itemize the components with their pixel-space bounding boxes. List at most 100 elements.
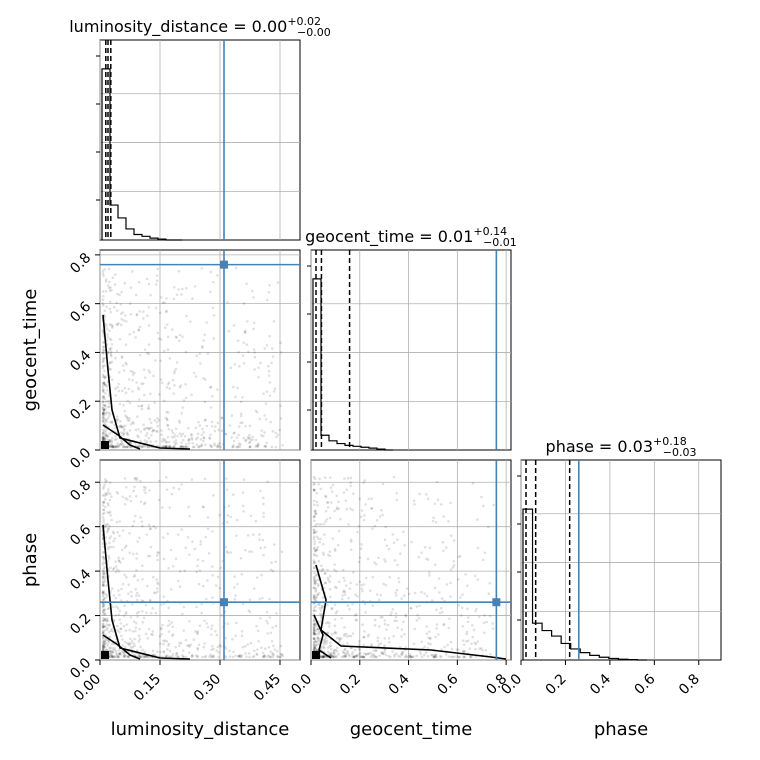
- scatter-point: [106, 416, 110, 420]
- scatter-point: [206, 625, 210, 629]
- scatter-point: [142, 502, 146, 506]
- scatter-point: [131, 420, 134, 424]
- panel-title-phase: phase = 0.03+0.18 −0.03: [546, 435, 697, 459]
- scatter-point: [165, 297, 168, 300]
- y-axis-label-phase: phase: [20, 533, 41, 587]
- scatter-point: [140, 655, 144, 659]
- scatter-point: [415, 605, 419, 608]
- scatter-point: [147, 436, 151, 440]
- scatter-point: [362, 655, 366, 659]
- scatter-point: [326, 506, 330, 509]
- scatter-point: [117, 444, 120, 447]
- scatter-point: [137, 444, 140, 448]
- scatter-point: [105, 628, 109, 631]
- scatter-point: [224, 432, 227, 436]
- scatter-point: [312, 488, 316, 492]
- scatter-point: [126, 445, 129, 449]
- scatter-point: [101, 412, 105, 416]
- scatter-point: [262, 515, 265, 519]
- scatter-point: [117, 559, 121, 563]
- scatter-point: [112, 305, 116, 309]
- scatter-point: [156, 430, 159, 433]
- scatter-point: [102, 408, 106, 412]
- scatter-point: [178, 385, 182, 389]
- scatter-point: [231, 445, 234, 449]
- scatter-point: [188, 651, 191, 655]
- scatter-point: [210, 627, 213, 631]
- scatter-point: [237, 445, 240, 448]
- scatter-point: [117, 382, 120, 386]
- scatter-point: [109, 655, 113, 658]
- scatter-point: [356, 530, 359, 534]
- scatter-point: [328, 516, 332, 520]
- scatter-point: [190, 478, 194, 481]
- scatter-point: [312, 528, 316, 531]
- scatter-point: [220, 614, 223, 617]
- scatter-point: [128, 643, 131, 647]
- scatter-point: [110, 354, 113, 358]
- scatter-point: [119, 420, 122, 423]
- scatter-point: [103, 267, 107, 271]
- scatter-point: [417, 555, 421, 559]
- scatter-point: [372, 649, 375, 652]
- panel-title-geocent_time: geocent_time = 0.01+0.14 −0.01: [305, 225, 517, 249]
- scatter-point: [124, 320, 128, 323]
- scatter-point: [491, 622, 495, 625]
- scatter-point: [103, 596, 107, 600]
- scatter-point: [251, 289, 254, 293]
- scatter-point: [187, 439, 190, 442]
- scatter-point: [372, 653, 376, 657]
- scatter-point: [377, 598, 381, 602]
- scatter-point: [382, 582, 385, 586]
- scatter-point: [135, 312, 139, 316]
- scatter-point: [159, 650, 162, 654]
- scatter-point: [377, 625, 381, 628]
- scatter-point: [248, 445, 252, 449]
- scatter-point: [249, 438, 253, 442]
- scatter-point: [313, 488, 316, 492]
- scatter-point: [166, 654, 169, 658]
- scatter-point: [156, 551, 159, 554]
- scatter-point: [279, 644, 283, 648]
- scatter-point: [210, 565, 214, 568]
- scatter-point: [449, 640, 453, 644]
- scatter-point: [143, 427, 146, 430]
- scatter-point: [410, 655, 413, 659]
- scatter-point: [112, 605, 115, 609]
- scatter-point: [139, 430, 143, 434]
- scatter-point: [328, 550, 332, 553]
- scatter-point: [143, 445, 147, 448]
- scatter-point: [146, 314, 149, 318]
- scatter-point: [248, 655, 251, 659]
- scatter-point: [267, 369, 271, 373]
- scatter-point: [313, 540, 317, 543]
- scatter-point: [174, 427, 178, 431]
- scatter-point: [341, 568, 345, 572]
- scatter-point: [106, 501, 110, 505]
- scatter-point: [210, 624, 214, 627]
- scatter-point: [355, 618, 359, 622]
- scatter-point: [167, 566, 170, 570]
- scatter-point: [122, 614, 126, 618]
- scatter-point: [317, 631, 321, 634]
- scatter-point: [160, 632, 163, 636]
- scatter-point: [343, 647, 347, 651]
- scatter-point: [151, 649, 155, 653]
- scatter-point: [149, 392, 152, 396]
- scatter-point: [181, 612, 184, 616]
- scatter-point: [250, 550, 254, 553]
- scatter-point: [109, 545, 113, 549]
- scatter-point: [101, 563, 105, 566]
- scatter-point: [108, 367, 112, 371]
- scatter-point: [239, 655, 242, 658]
- scatter-point: [315, 522, 319, 526]
- scatter-point: [280, 652, 283, 656]
- scatter-point: [175, 651, 178, 655]
- scatter-point: [213, 442, 216, 445]
- scatter-point: [312, 586, 316, 590]
- scatter-point: [102, 436, 106, 440]
- scatter-point: [101, 644, 105, 648]
- scatter-point: [144, 655, 147, 658]
- scatter-point: [126, 445, 130, 449]
- scatter-point: [401, 651, 404, 654]
